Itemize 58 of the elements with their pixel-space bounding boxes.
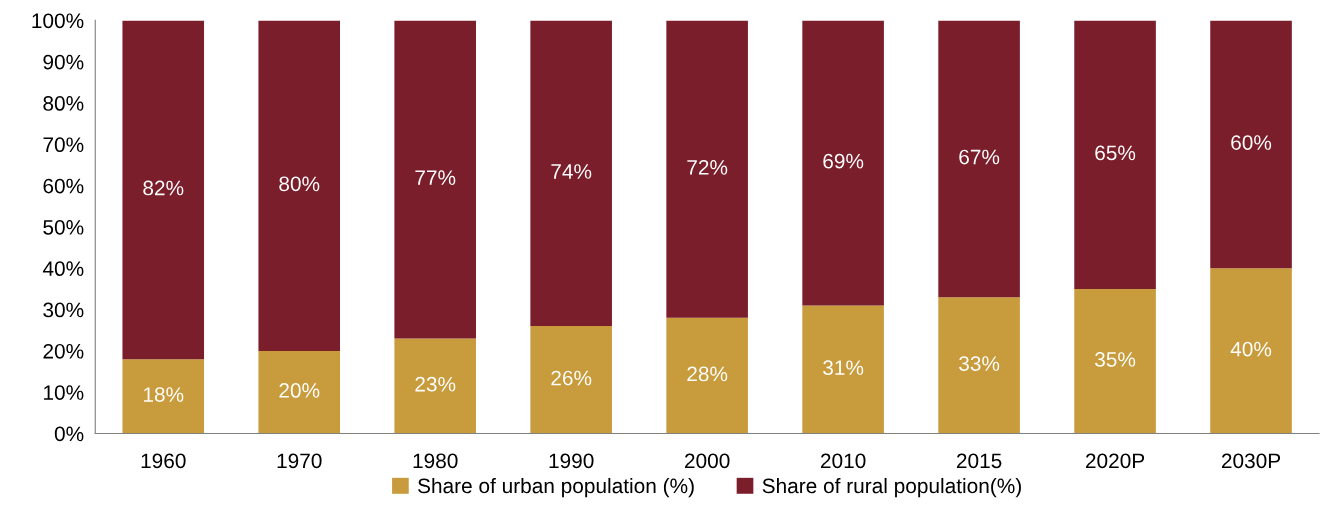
- data-label: 65%: [1095, 145, 1136, 161]
- data-label: 18%: [143, 387, 184, 402]
- data-label: 33%: [959, 356, 1000, 371]
- bar: [258, 20, 341, 351]
- x-tick-label: 2015: [956, 453, 1002, 469]
- x-tick-label: 1990: [549, 453, 594, 469]
- bar: [666, 317, 748, 434]
- bar: [122, 20, 205, 360]
- bar: [1074, 288, 1156, 434]
- data-label: 69%: [823, 153, 864, 169]
- x-tick-label: 2020P: [1086, 453, 1145, 469]
- y-tick-label: 0%: [54, 426, 84, 442]
- y-tick-label: 60%: [43, 178, 84, 194]
- bar: [394, 338, 476, 434]
- data-label: 35%: [1095, 352, 1136, 367]
- x-tick-label: 2030P: [1221, 453, 1281, 469]
- y-tick-label: 80%: [43, 96, 84, 111]
- bar: [938, 297, 1020, 434]
- y-tick-label: 30%: [43, 302, 84, 318]
- y-tick-label: 90%: [43, 54, 84, 70]
- y-tick-label: 70%: [43, 137, 84, 153]
- data-label: 26%: [551, 370, 592, 386]
- data-label: 28%: [687, 366, 728, 382]
- data-label: 31%: [823, 360, 864, 376]
- bar: [122, 359, 205, 434]
- bar: [802, 305, 884, 434]
- bar: [1210, 268, 1292, 434]
- bar: [938, 20, 1020, 298]
- data-label: 72%: [687, 159, 728, 175]
- x-tick-label: 1980: [413, 453, 458, 469]
- bar: [802, 20, 884, 306]
- data-label: 77%: [415, 170, 456, 185]
- y-tick-label: 20%: [43, 343, 84, 359]
- bar: [394, 20, 476, 339]
- x-tick-label: 2010: [821, 453, 866, 469]
- data-label: 74%: [551, 164, 592, 179]
- data-label: 67%: [959, 149, 1000, 165]
- bar: [666, 20, 748, 318]
- y-tick-label: 50%: [43, 219, 84, 235]
- x-tick-label: 1970: [277, 453, 322, 469]
- data-label: 23%: [415, 376, 456, 392]
- data-label: 20%: [279, 383, 320, 398]
- data-label: 80%: [279, 176, 320, 192]
- y-tick-label: 40%: [42, 261, 84, 277]
- bar: [530, 20, 612, 327]
- data-label: 40%: [1230, 341, 1272, 357]
- y-tick-label: 100%: [32, 13, 84, 29]
- data-label: 60%: [1231, 135, 1272, 150]
- x-tick-label: 1960: [141, 453, 186, 469]
- bar: [258, 350, 341, 434]
- bar: [1210, 20, 1292, 269]
- legend-label: Share of urban population (%): [418, 477, 694, 498]
- bar: [1074, 20, 1156, 289]
- y-tick-label: 10%: [44, 385, 84, 400]
- legend-label: Share of rural population(%): [762, 477, 1021, 498]
- bar: [530, 326, 612, 434]
- x-tick-label: 2000: [685, 453, 730, 469]
- data-label: 82%: [143, 180, 184, 196]
